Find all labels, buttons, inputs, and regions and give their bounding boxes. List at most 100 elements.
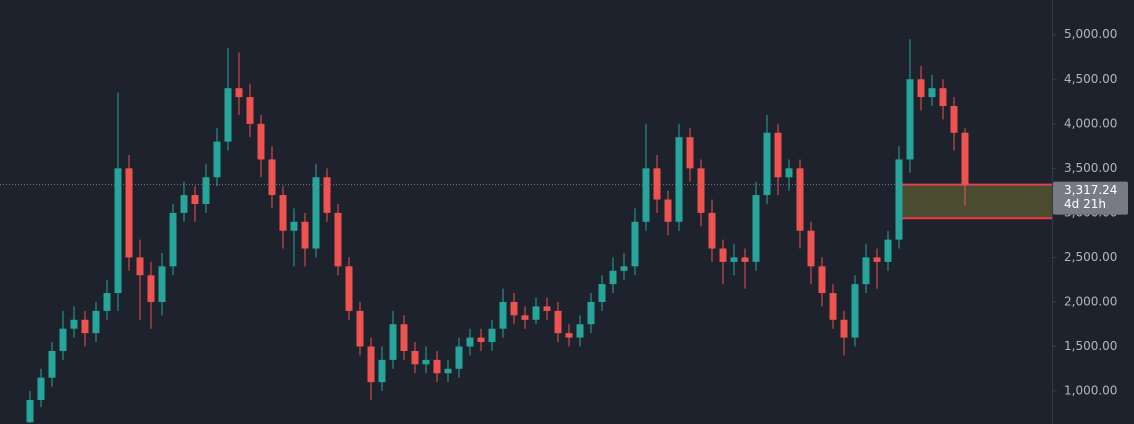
candle-body [928,88,936,98]
candle-body [939,88,947,106]
candle-body [543,306,551,311]
candle-body [796,168,804,231]
candle-body [202,177,210,204]
candle-body [92,310,100,334]
candle-body [708,212,716,249]
last-price-label: 3,317.24 [1064,183,1117,197]
y-tick-label: 3,500.00 [1064,161,1117,175]
candle-body [763,132,771,196]
candle-body [180,195,188,213]
candle-body [719,248,727,262]
candle-body [576,324,584,338]
candle-body [378,359,386,383]
candle-body [356,310,364,347]
candle-body [389,324,397,360]
candle-body [862,257,870,285]
candle-body [169,212,177,267]
y-tick-label: 2,000.00 [1064,294,1117,308]
candle-body [224,88,232,142]
candle-body [125,168,133,258]
candle-body [59,328,67,351]
candle-body [675,137,683,222]
candle-body [510,301,518,316]
candle-body [48,350,56,378]
candle-body [631,221,639,267]
y-tick-label: 5,000.00 [1064,27,1117,41]
candle-body [807,230,815,267]
candle-body [851,284,859,338]
candle-body [653,168,661,200]
candle-body [411,350,419,365]
position-box [899,184,1052,219]
candle-body [488,328,496,343]
candle-body [466,337,474,347]
candle-body [257,123,265,160]
candle-body [521,315,529,320]
candle-body [532,306,540,320]
candle-body [279,195,287,231]
candle-body [422,359,430,365]
y-tick-label: 4,000.00 [1064,116,1117,130]
candle-body [774,132,782,178]
candle-body [642,168,650,222]
candle-body [873,257,881,262]
candle-body [829,293,837,320]
candle-body [433,359,441,374]
candle-body [213,141,221,178]
candle-body [730,257,738,262]
candle-body [81,319,89,334]
candle-body [70,319,78,329]
candle-body [158,266,166,302]
candle-body [367,346,375,383]
candle-body [147,275,155,302]
candle-body [136,257,144,276]
candle-body [26,399,34,423]
candle-body [884,239,892,262]
candle-body [114,168,122,294]
candle-body [906,79,914,160]
candle-body [609,270,617,285]
countdown-label: 4d 21h [1064,197,1106,211]
y-tick-label: 4,500.00 [1064,72,1117,86]
candle-body [444,368,452,374]
candle-body [312,177,320,249]
candle-body [950,106,958,133]
candle-body [246,97,254,124]
candle-body [587,301,595,325]
candle-body [103,293,111,311]
candle-body [290,221,298,231]
candle-body [664,199,672,222]
y-tick-label: 1,500.00 [1064,339,1117,353]
candle-body [334,212,342,267]
candle-body [235,88,243,98]
candle-body [620,266,628,271]
y-tick-label: 2,500.00 [1064,250,1117,264]
candle-body [499,301,507,329]
candle-body [818,266,826,294]
candle-body [400,324,408,351]
candle-body [345,266,353,311]
candle-body [554,310,562,334]
candle-body [961,132,969,185]
candle-body [752,195,760,262]
candle-body [598,284,606,302]
candle-body [565,333,573,338]
candle-body [917,79,925,98]
candle-body [895,159,903,240]
y-tick-label: 1,000.00 [1064,384,1117,398]
candle-body [268,159,276,196]
candle-body [697,168,705,213]
last-price-tag [1053,181,1128,215]
candle-body [741,257,749,262]
candle-body [323,177,331,213]
candle-body [785,168,793,178]
candle-body [686,137,694,169]
candle-body [37,377,45,400]
candle-body [477,337,485,343]
candle-body [840,319,848,338]
candle-body [191,195,199,204]
candle-body [455,346,463,369]
candle-body [301,221,309,249]
